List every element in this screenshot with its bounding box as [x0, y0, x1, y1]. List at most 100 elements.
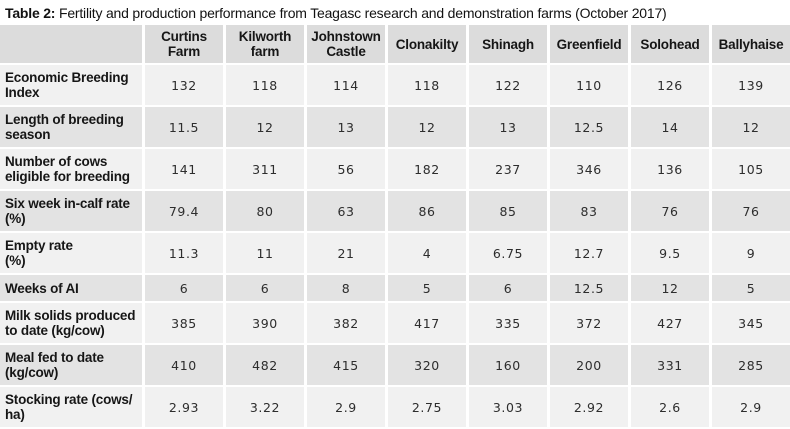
row-label: Stocking rate (cows/ ha) — [0, 387, 142, 427]
row-label: Meal fed to date (kg/cow) — [0, 345, 142, 385]
row-label: Economic Breeding Index — [0, 65, 142, 105]
value-cell: 182 — [388, 149, 466, 189]
value-cell: 345 — [712, 303, 790, 343]
value-cell: 13 — [469, 107, 547, 147]
value-cell: 2.9 — [307, 387, 385, 427]
table-row: Milk solids produced to date (kg/cow) 385… — [0, 303, 790, 343]
value-cell: 63 — [307, 191, 385, 231]
table-row: Weeks of AI 6 6 8 5 6 12.5 12 5 — [0, 275, 790, 301]
table-caption-prefix: Table 2: — [5, 5, 56, 21]
value-cell: 105 — [712, 149, 790, 189]
value-cell: 122 — [469, 65, 547, 105]
value-cell: 2.9 — [712, 387, 790, 427]
value-cell: 372 — [550, 303, 628, 343]
header-row: Curtins Farm Kilworth farm Johnstown Castl… — [0, 25, 790, 63]
value-cell: 12.5 — [550, 275, 628, 301]
value-cell: 12 — [631, 275, 709, 301]
column-header: Shinagh — [469, 25, 547, 63]
value-cell: 79.4 — [145, 191, 223, 231]
value-cell: 12 — [388, 107, 466, 147]
row-label: Empty rate (%) — [0, 233, 142, 273]
row-label: Six week in-calf rate (%) — [0, 191, 142, 231]
table-row: Empty rate (%) 11.3 11 21 4 6.75 12.7 9.5 9 — [0, 233, 790, 273]
value-cell: 12.5 — [550, 107, 628, 147]
value-cell: 417 — [388, 303, 466, 343]
column-header: Solohead — [631, 25, 709, 63]
value-cell: 85 — [469, 191, 547, 231]
value-cell: 311 — [226, 149, 304, 189]
farm-performance-table: Curtins Farm Kilworth farm Johnstown Castl… — [0, 23, 790, 429]
value-cell: 160 — [469, 345, 547, 385]
value-cell: 114 — [307, 65, 385, 105]
value-cell: 320 — [388, 345, 466, 385]
value-cell: 56 — [307, 149, 385, 189]
row-label: Milk solids produced to date (kg/cow) — [0, 303, 142, 343]
value-cell: 385 — [145, 303, 223, 343]
column-header: Kilworth farm — [226, 25, 304, 63]
value-cell: 6 — [226, 275, 304, 301]
table-row: Economic Breeding Index 132 118 114 118 122 11… — [0, 65, 790, 105]
value-cell: 13 — [307, 107, 385, 147]
value-cell: 110 — [550, 65, 628, 105]
table-row: Meal fed to date (kg/cow) 410 482 415 320 160… — [0, 345, 790, 385]
value-cell: 2.6 — [631, 387, 709, 427]
value-cell: 285 — [712, 345, 790, 385]
value-cell: 9 — [712, 233, 790, 273]
value-cell: 2.93 — [145, 387, 223, 427]
value-cell: 346 — [550, 149, 628, 189]
corner-cell — [0, 25, 142, 63]
table-row: Six week in-calf rate (%) 79.4 80 63 86 85 83 7… — [0, 191, 790, 231]
column-header: Curtins Farm — [145, 25, 223, 63]
value-cell: 86 — [388, 191, 466, 231]
column-header: Clonakilty — [388, 25, 466, 63]
value-cell: 139 — [712, 65, 790, 105]
value-cell: 141 — [145, 149, 223, 189]
value-cell: 11 — [226, 233, 304, 273]
value-cell: 2.92 — [550, 387, 628, 427]
value-cell: 415 — [307, 345, 385, 385]
value-cell: 12 — [226, 107, 304, 147]
row-label: Weeks of AI — [0, 275, 142, 301]
value-cell: 6 — [145, 275, 223, 301]
value-cell: 12 — [712, 107, 790, 147]
value-cell: 136 — [631, 149, 709, 189]
table-row: Number of cows eligible for breeding 141 3… — [0, 149, 790, 189]
row-label: Length of breeding season — [0, 107, 142, 147]
value-cell: 21 — [307, 233, 385, 273]
value-cell: 410 — [145, 345, 223, 385]
column-header: Greenfield — [550, 25, 628, 63]
table-caption: Table 2: Fertility and production perfor… — [0, 0, 790, 24]
value-cell: 200 — [550, 345, 628, 385]
value-cell: 382 — [307, 303, 385, 343]
value-cell: 132 — [145, 65, 223, 105]
value-cell: 11.3 — [145, 233, 223, 273]
column-header: Johnstown Castle — [307, 25, 385, 63]
value-cell: 482 — [226, 345, 304, 385]
table-caption-text: Fertility and production performance fro… — [58, 5, 667, 21]
value-cell: 390 — [226, 303, 304, 343]
value-cell: 3.22 — [226, 387, 304, 427]
row-label: Number of cows eligible for breeding — [0, 149, 142, 189]
value-cell: 118 — [226, 65, 304, 105]
value-cell: 427 — [631, 303, 709, 343]
value-cell: 331 — [631, 345, 709, 385]
table-row: Length of breeding season 11.5 12 13 12 13 12.… — [0, 107, 790, 147]
table-row: Stocking rate (cows/ ha) 2.93 3.22 2.9 2.75 3… — [0, 387, 790, 427]
value-cell: 4 — [388, 233, 466, 273]
value-cell: 8 — [307, 275, 385, 301]
value-cell: 11.5 — [145, 107, 223, 147]
value-cell: 6.75 — [469, 233, 547, 273]
value-cell: 80 — [226, 191, 304, 231]
value-cell: 6 — [469, 275, 547, 301]
value-cell: 335 — [469, 303, 547, 343]
value-cell: 3.03 — [469, 387, 547, 427]
column-header: Ballyhaise — [712, 25, 790, 63]
value-cell: 2.75 — [388, 387, 466, 427]
value-cell: 126 — [631, 65, 709, 105]
value-cell: 9.5 — [631, 233, 709, 273]
value-cell: 118 — [388, 65, 466, 105]
value-cell: 76 — [631, 191, 709, 231]
value-cell: 5 — [388, 275, 466, 301]
value-cell: 76 — [712, 191, 790, 231]
value-cell: 83 — [550, 191, 628, 231]
